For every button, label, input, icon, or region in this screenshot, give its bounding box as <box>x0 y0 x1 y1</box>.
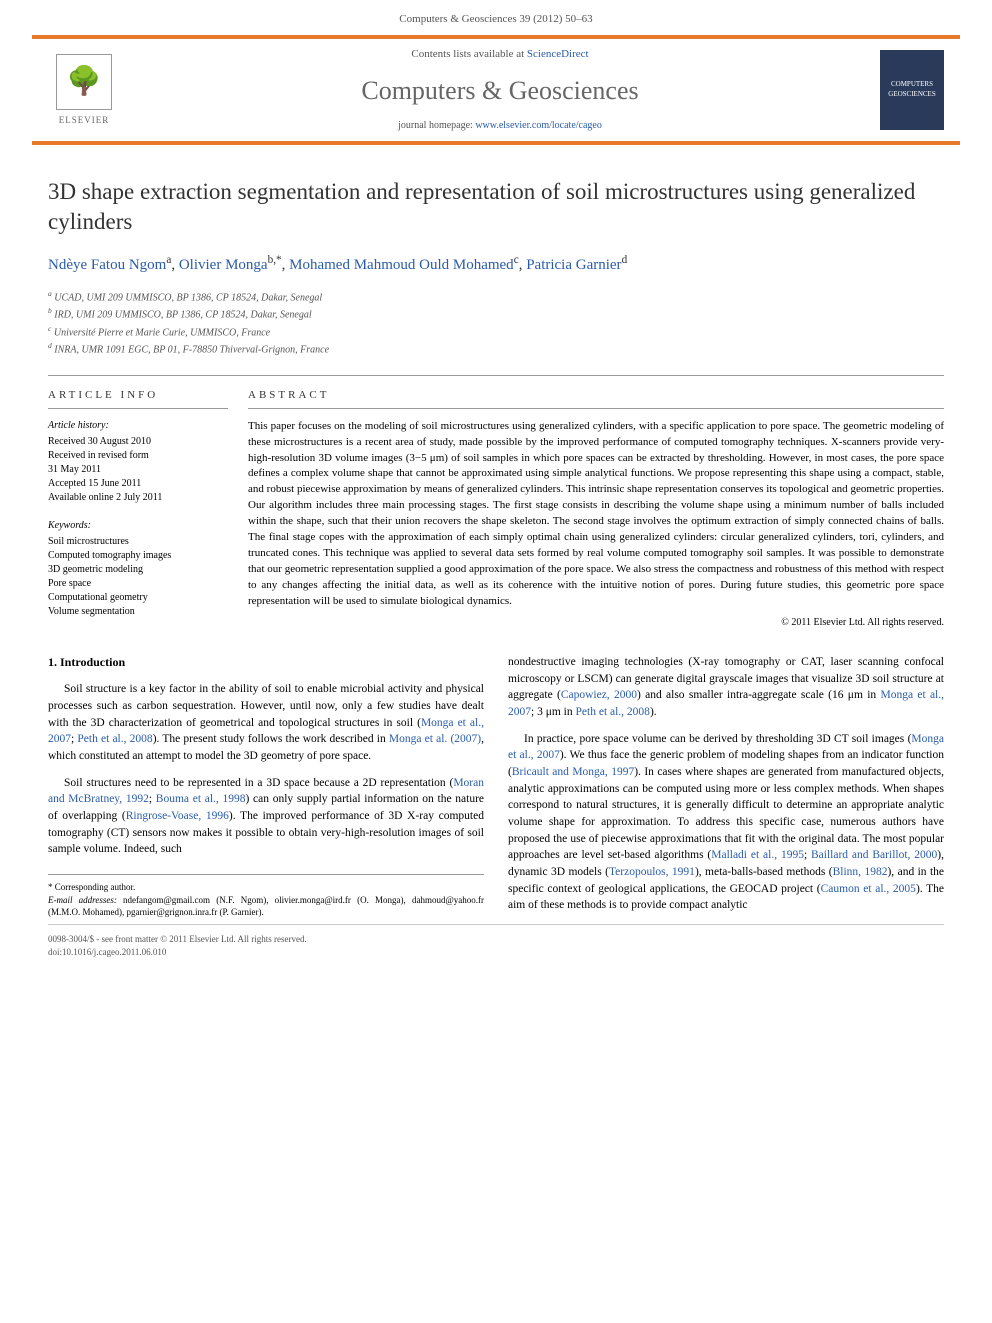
author-4: Patricia Garnierd <box>526 257 627 273</box>
abstract-heading: ABSTRACT <box>248 388 944 408</box>
aff-text-a: UCAD, UMI 209 UMMISCO, BP 1386, CP 18524… <box>54 292 322 303</box>
body-columns: 1. Introduction Soil structure is a key … <box>48 654 944 924</box>
right-column: nondestructive imaging technologies (X-r… <box>508 654 944 924</box>
author-aff-2: b,* <box>268 254 282 266</box>
affiliations: a UCAD, UMI 209 UMMISCO, BP 1386, CP 185… <box>48 288 944 357</box>
keyword-item: 3D geometric modeling <box>48 563 228 577</box>
keywords-label: Keywords: <box>48 519 228 533</box>
cite-link[interactable]: Peth et al., 2008 <box>576 706 650 718</box>
keywords-block: Keywords: Soil microstructures Computed … <box>48 519 228 619</box>
history-item: Received in revised form <box>48 449 228 463</box>
elsevier-tree-icon: 🌳 <box>56 54 112 110</box>
aff-key-c: c <box>48 324 51 333</box>
history-item: Available online 2 July 2011 <box>48 491 228 505</box>
banner-center: Contents lists available at ScienceDirec… <box>120 47 880 133</box>
journal-name: Computers & Geosciences <box>120 73 880 109</box>
history-item: Received 30 August 2010 <box>48 435 228 449</box>
author-name-4[interactable]: Patricia Garnier <box>526 257 621 273</box>
email-label: E-mail addresses: <box>48 895 123 905</box>
author-3: Mohamed Mahmoud Ould Mohamedc <box>289 257 519 273</box>
intro-para-3: In practice, pore space volume can be de… <box>508 731 944 914</box>
cite-link[interactable]: Terzopoulos, 1991 <box>609 866 695 878</box>
article-info-column: ARTICLE INFO Article history: Received 3… <box>48 388 248 630</box>
intro-para-1: Soil structure is a key factor in the ab… <box>48 681 484 764</box>
page-header: Computers & Geosciences 39 (2012) 50–63 <box>0 0 992 35</box>
affiliation-c: c Université Pierre et Marie Curie, UMMI… <box>48 323 944 340</box>
author-2: Olivier Mongab,* <box>179 257 282 273</box>
article-title: 3D shape extraction segmentation and rep… <box>48 177 944 237</box>
intro-para-2-cont: nondestructive imaging technologies (X-r… <box>508 654 944 721</box>
info-abstract-row: ARTICLE INFO Article history: Received 3… <box>48 375 944 630</box>
aff-key-d: d <box>48 341 52 350</box>
cite-link[interactable]: Peth et al., 2008 <box>77 733 152 745</box>
cite-link[interactable]: Bricault and Monga, 1997 <box>512 766 634 778</box>
section-heading-intro: 1. Introduction <box>48 654 484 671</box>
intro-para-2: Soil structures need to be represented i… <box>48 775 484 858</box>
affiliation-a: a UCAD, UMI 209 UMMISCO, BP 1386, CP 185… <box>48 288 944 305</box>
abstract-copyright: © 2011 Elsevier Ltd. All rights reserved… <box>248 616 944 630</box>
history-item: Accepted 15 June 2011 <box>48 477 228 491</box>
author-aff-3: c <box>514 254 519 266</box>
keyword-item: Soil microstructures <box>48 535 228 549</box>
cover-text: COMPUTERS GEOSCIENCES <box>884 80 940 100</box>
author-name-2[interactable]: Olivier Monga <box>179 257 268 273</box>
abstract-column: ABSTRACT This paper focuses on the model… <box>248 388 944 630</box>
keyword-item: Computed tomography images <box>48 549 228 563</box>
affiliation-d: d INRA, UMR 1091 EGC, BP 01, F-78850 Thi… <box>48 340 944 357</box>
sciencedirect-link[interactable]: ScienceDirect <box>527 48 589 60</box>
aff-text-c: Université Pierre et Marie Curie, UMMISC… <box>54 327 270 338</box>
author-aff-4: d <box>622 254 628 266</box>
cite-link[interactable]: Capowiez, 2000 <box>561 689 637 701</box>
keyword-item: Computational geometry <box>48 591 228 605</box>
authors-line: Ndèye Fatou Ngoma, Olivier Mongab,*, Moh… <box>48 253 944 276</box>
homepage-link[interactable]: www.elsevier.com/locate/cageo <box>475 120 602 131</box>
corresponding-author-note: * Corresponding author. <box>48 881 484 894</box>
publisher-logo: 🌳 ELSEVIER <box>48 50 120 130</box>
email-addresses: E-mail addresses: ndefangom@gmail.com (N… <box>48 894 484 919</box>
keyword-item: Volume segmentation <box>48 605 228 619</box>
author-1: Ndèye Fatou Ngoma <box>48 257 171 273</box>
aff-text-b: IRD, UMI 209 UMMISCO, BP 1386, CP 18524,… <box>54 310 311 321</box>
aff-key-a: a <box>48 289 52 298</box>
aff-key-b: b <box>48 306 52 315</box>
cite-link[interactable]: Bouma et al., 1998 <box>156 793 246 805</box>
issn-line: 0098-3004/$ - see front matter © 2011 El… <box>48 933 307 946</box>
footer-left: 0098-3004/$ - see front matter © 2011 El… <box>48 933 307 958</box>
citation-text: Computers & Geosciences 39 (2012) 50–63 <box>399 13 592 25</box>
footnotes: * Corresponding author. E-mail addresses… <box>48 874 484 919</box>
author-name-3[interactable]: Mohamed Mahmoud Ould Mohamed <box>289 257 514 273</box>
cite-link[interactable]: Blinn, 1982 <box>833 866 888 878</box>
keyword-item: Pore space <box>48 577 228 591</box>
author-name-1[interactable]: Ndèye Fatou Ngom <box>48 257 166 273</box>
contents-prefix: Contents lists available at <box>411 48 526 60</box>
homepage-line: journal homepage: www.elsevier.com/locat… <box>120 119 880 133</box>
journal-cover-thumbnail: COMPUTERS GEOSCIENCES <box>880 50 944 130</box>
aff-text-d: INRA, UMR 1091 EGC, BP 01, F-78850 Thive… <box>54 344 329 355</box>
cite-link[interactable]: Monga et al. (2007) <box>389 733 481 745</box>
cite-link[interactable]: Ringrose-Voase, 1996 <box>126 810 229 822</box>
doi-line: doi:10.1016/j.cageo.2011.06.010 <box>48 946 307 959</box>
affiliation-b: b IRD, UMI 209 UMMISCO, BP 1386, CP 1852… <box>48 305 944 322</box>
abstract-text: This paper focuses on the modeling of so… <box>248 419 944 610</box>
left-column: 1. Introduction Soil structure is a key … <box>48 654 484 924</box>
cite-link[interactable]: Caumon et al., 2005 <box>821 883 916 895</box>
author-aff-1: a <box>166 254 171 266</box>
homepage-prefix: journal homepage: <box>398 120 475 131</box>
article-info-heading: ARTICLE INFO <box>48 388 228 408</box>
publisher-name: ELSEVIER <box>59 114 110 127</box>
history-item: 31 May 2011 <box>48 463 228 477</box>
journal-banner: 🌳 ELSEVIER Contents lists available at S… <box>32 35 960 145</box>
footer-meta: 0098-3004/$ - see front matter © 2011 El… <box>48 924 944 966</box>
contents-line: Contents lists available at ScienceDirec… <box>120 47 880 62</box>
cite-link[interactable]: Malladi et al., 1995 <box>711 849 804 861</box>
history-label: Article history: <box>48 419 228 433</box>
cite-link[interactable]: Baillard and Barillot, 2000 <box>811 849 937 861</box>
